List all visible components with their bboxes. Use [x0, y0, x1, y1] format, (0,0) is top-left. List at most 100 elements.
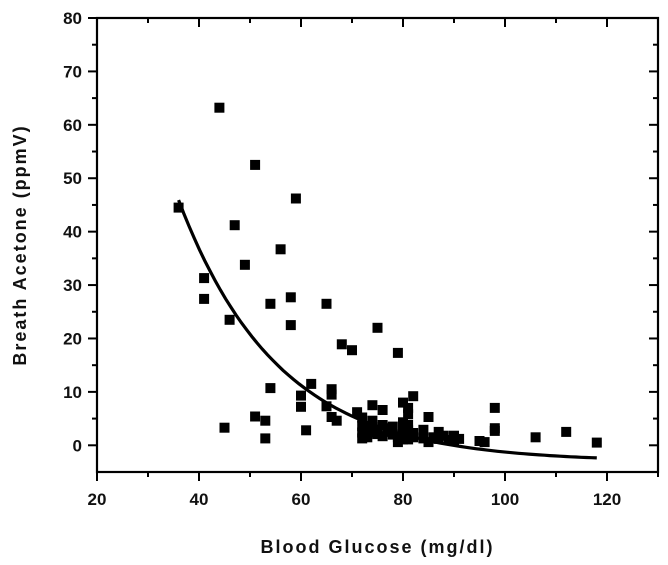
data-point: [398, 434, 408, 445]
data-point: [403, 402, 414, 413]
data-point: [367, 400, 378, 411]
data-point: [219, 422, 230, 433]
data-point: [367, 415, 378, 426]
data-point: [362, 432, 373, 443]
data-point: [367, 422, 378, 433]
data-point: [336, 339, 347, 350]
data-point: [250, 411, 261, 422]
data-point: [433, 433, 444, 444]
data-point: [199, 293, 210, 304]
fit-curve: [177, 199, 597, 460]
data-point: [367, 427, 378, 438]
data-point: [347, 345, 357, 356]
y-tick-label: 80: [63, 9, 82, 28]
data-point: [285, 292, 296, 303]
data-point: [301, 425, 312, 436]
x-axis-ticks: 20 40 60 80 100 120: [88, 18, 659, 509]
data-point: [530, 432, 541, 443]
x-tick-label: 40: [190, 490, 209, 509]
data-point: [321, 401, 332, 412]
data-point: [403, 409, 414, 420]
x-tick-label: 60: [292, 490, 311, 509]
data-point: [377, 405, 388, 415]
x-tick-label: 100: [491, 490, 519, 509]
plot-frame: [95, 16, 660, 474]
data-point: [423, 412, 434, 422]
data-point: [321, 298, 332, 309]
x-tick-label: 20: [88, 490, 107, 509]
data-point: [423, 437, 434, 448]
data-point: [357, 421, 368, 432]
data-point: [265, 298, 276, 309]
data-point: [260, 415, 271, 426]
data-point: [418, 424, 429, 435]
data-point: [443, 435, 454, 445]
data-point: [326, 384, 337, 395]
data-point: [438, 430, 449, 441]
data-point: [403, 425, 414, 436]
y-tick-label: 30: [63, 276, 82, 295]
x-axis-title: Blood Glucose (mg/dl): [261, 537, 495, 557]
data-point: [357, 433, 368, 444]
data-point: [454, 433, 465, 444]
data-point: [290, 193, 301, 204]
data-point: [398, 417, 408, 428]
data-point: [403, 434, 414, 445]
data-point: [377, 420, 388, 430]
x-tick-label: 120: [593, 490, 621, 509]
data-point: [372, 429, 383, 440]
data-point: [418, 433, 429, 444]
data-point: [398, 397, 408, 408]
data-point: [173, 202, 184, 213]
data-point: [275, 244, 286, 255]
data-point: [326, 412, 337, 422]
data-point: [449, 436, 459, 446]
y-tick-label: 60: [63, 116, 82, 135]
data-point: [377, 431, 388, 442]
data-point: [382, 426, 393, 437]
data-point: [489, 402, 500, 413]
data-point: [229, 220, 240, 231]
y-tick-label: 40: [63, 223, 82, 242]
data-point: [489, 425, 500, 436]
y-tick-label: 50: [63, 169, 82, 188]
data-point: [224, 314, 235, 325]
data-point: [296, 401, 306, 412]
data-point: [387, 421, 398, 432]
y-axis-ticks: 0 10 20 30 40 50 60 70 80: [63, 9, 658, 455]
x-tick-label: 80: [394, 490, 413, 509]
y-tick-label: 10: [63, 383, 82, 402]
data-point: [392, 437, 403, 448]
data-point: [408, 391, 419, 402]
data-points: [173, 102, 602, 448]
data-point: [265, 383, 276, 394]
data-point: [362, 422, 373, 433]
data-point: [474, 436, 485, 446]
data-point: [239, 259, 250, 270]
data-point: [357, 427, 368, 438]
data-point: [199, 273, 210, 284]
y-tick-label: 20: [63, 329, 82, 348]
data-point: [403, 420, 414, 430]
y-axis-title: Breath Acetone (ppmV): [10, 124, 30, 365]
data-point: [479, 437, 490, 448]
plot-border: [95, 16, 660, 474]
data-point: [561, 426, 572, 437]
data-point: [408, 432, 419, 443]
data-point: [214, 102, 225, 113]
data-point: [306, 378, 317, 389]
data-point: [398, 423, 408, 434]
data-point: [392, 347, 403, 358]
data-point: [433, 426, 444, 437]
data-point: [331, 415, 342, 426]
data-point: [387, 429, 398, 440]
data-point: [449, 430, 459, 441]
y-tick-label: 70: [63, 62, 82, 81]
data-point: [296, 390, 306, 401]
data-point: [260, 433, 271, 444]
data-point: [326, 389, 337, 400]
data-point: [352, 407, 363, 418]
y-tick-label: 0: [73, 436, 82, 455]
data-point: [428, 432, 439, 443]
